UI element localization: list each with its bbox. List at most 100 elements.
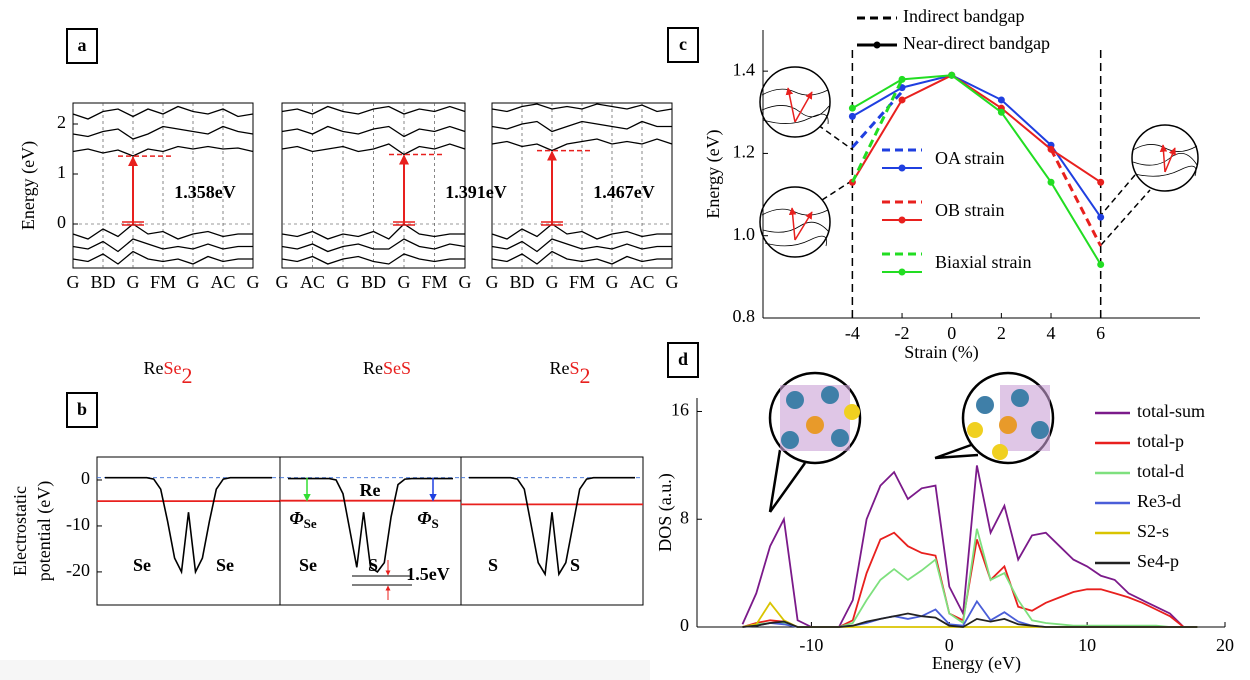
k-point-label: BD — [90, 272, 115, 292]
y-tick-label: -20 — [66, 560, 90, 580]
x-tick-label: 6 — [1096, 323, 1105, 343]
point — [1048, 179, 1055, 186]
annotation-text: Re — [360, 480, 381, 500]
annotation-text: S — [570, 555, 580, 575]
material-name: ReSeS — [363, 358, 411, 378]
y-axis-label: Electrostatic — [10, 486, 30, 576]
y-axis-label: potential (eV) — [34, 481, 55, 581]
material-name: ReSe2 — [144, 358, 193, 388]
annotation-text: S — [488, 555, 498, 575]
k-point-label: G — [247, 272, 260, 292]
k-point-label: G — [606, 272, 619, 292]
material-name: ReS2 — [549, 358, 590, 388]
annotation: ΦSe — [289, 508, 316, 531]
annotation: 1.5eV — [406, 564, 450, 584]
gap-label: 1.467eV — [593, 182, 655, 202]
k-point-label: FM — [421, 272, 447, 292]
legend-label: Near-direct bandgap — [903, 33, 1050, 53]
y-tick-label: -10 — [66, 514, 90, 534]
x-tick-label: 20 — [1216, 635, 1234, 655]
point — [948, 72, 955, 79]
k-point-label: AC — [629, 272, 654, 292]
k-point-label: FM — [569, 272, 595, 292]
page: abcdReSe2ReSeSReS2GBDGFMGACG012Energy (e… — [0, 0, 1250, 680]
k-point-label: G — [187, 272, 200, 292]
point — [998, 96, 1005, 103]
panel-label: b — [77, 399, 87, 419]
legend-swatch — [899, 269, 906, 276]
x-axis-label: Strain (%) — [904, 342, 978, 363]
material-part: S — [569, 358, 579, 378]
annotation-text: 1.5eV — [406, 564, 450, 584]
k-point-label: G — [486, 272, 499, 292]
band-line — [73, 239, 253, 252]
k-point-label: G — [666, 272, 679, 292]
x-tick-label: 0 — [947, 323, 956, 343]
y-axis-label: DOS (a.u.) — [655, 473, 676, 552]
band-line — [282, 239, 465, 252]
indirect-line — [1051, 149, 1101, 246]
point — [849, 113, 856, 120]
annotation: Se — [299, 555, 317, 575]
k-point-label: G — [459, 272, 472, 292]
k-point-label: G — [398, 272, 411, 292]
annotation: ΦS — [417, 508, 438, 531]
annotation: S — [368, 555, 378, 575]
legend-label: total-p — [1137, 431, 1184, 451]
point — [899, 76, 906, 83]
y-tick-label: 2 — [57, 112, 66, 132]
dos-line — [743, 465, 1198, 627]
annotation-text: S — [368, 555, 378, 575]
y-tick-label: 8 — [680, 507, 689, 527]
annotation-sub: Se — [304, 516, 317, 531]
footer-strip — [0, 660, 650, 680]
material-base: Re — [363, 358, 383, 378]
material-sub: 2 — [580, 363, 591, 388]
x-tick-label: 10 — [1078, 635, 1096, 655]
k-point-label: AC — [210, 272, 235, 292]
point — [849, 105, 856, 112]
k-point-label: FM — [150, 272, 176, 292]
material-part: SeS — [383, 358, 411, 378]
annotation-text: Φ — [289, 508, 303, 528]
plot-frame — [461, 457, 643, 605]
y-tick-label: 1 — [57, 162, 66, 182]
point — [1097, 214, 1104, 221]
annotation: S — [488, 555, 498, 575]
panel-label: d — [678, 349, 688, 369]
panel-label: c — [679, 34, 687, 54]
material-sub: 2 — [182, 363, 193, 388]
y-tick-label: 0 — [81, 468, 90, 488]
legend-label: total-d — [1137, 461, 1184, 481]
y-tick-label: 0 — [57, 212, 66, 232]
k-point-label: G — [276, 272, 289, 292]
legend-label: Biaxial strain — [935, 252, 1031, 272]
y-tick-label: 0 — [680, 615, 689, 635]
x-tick-label: -4 — [845, 323, 860, 343]
legend-label: Se4-p — [1137, 551, 1179, 571]
annotation: Re — [360, 480, 381, 500]
y-tick-label: 1.2 — [733, 142, 756, 162]
legend-label: OB strain — [935, 200, 1005, 220]
figure: abcdReSe2ReSeSReS2GBDGFMGACG012Energy (e… — [0, 0, 1250, 680]
panel-label: a — [78, 35, 87, 55]
gap-label: 1.358eV — [174, 182, 236, 202]
point — [899, 96, 906, 103]
x-tick-label: 0 — [945, 635, 954, 655]
indirect-line — [852, 92, 902, 148]
material-base: Re — [144, 358, 164, 378]
k-point-label: G — [546, 272, 559, 292]
legend-label: OA strain — [935, 148, 1005, 168]
x-tick-label: 2 — [997, 323, 1006, 343]
y-tick-label: 1.4 — [733, 59, 756, 79]
structure-insets — [770, 373, 1053, 512]
direct-line — [852, 75, 1100, 217]
legend-swatch — [899, 165, 906, 172]
y-axis-label: Energy (eV) — [18, 141, 39, 230]
legend-label: Indirect bandgap — [903, 6, 1024, 26]
material-part: Se — [164, 358, 182, 378]
annotation-text: Se — [299, 555, 317, 575]
potential-line — [105, 478, 272, 572]
point — [1048, 146, 1055, 153]
point — [998, 109, 1005, 116]
